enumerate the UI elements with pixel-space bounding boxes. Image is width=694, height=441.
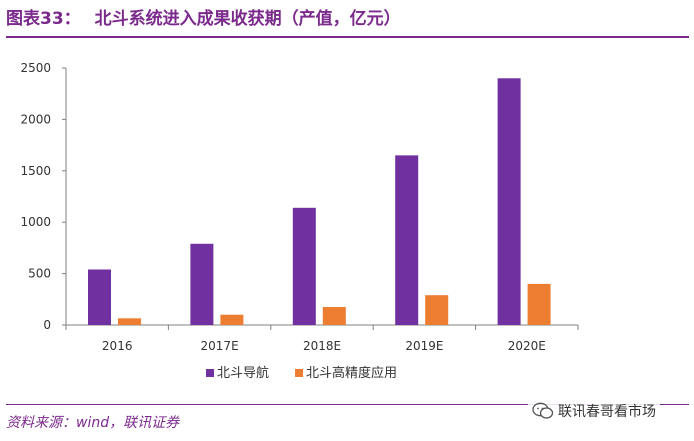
header-divider xyxy=(6,36,689,38)
x-tick-label: 2019E xyxy=(405,339,443,353)
figure-label: 图表33： xyxy=(6,9,81,29)
footer-divider xyxy=(6,404,689,405)
wechat-icon xyxy=(532,402,554,419)
legend-label: 北斗高精度应用 xyxy=(306,365,397,381)
bar-beidou-high-precision-2018E xyxy=(322,307,346,325)
y-tick-label: 2500 xyxy=(20,61,51,75)
bar-beidou-high-precision-2016 xyxy=(118,318,141,325)
bar-beidou-high-precision-2017E xyxy=(220,314,244,325)
bar-beidou-high-precision-2020E xyxy=(527,283,551,325)
legend-label: 北斗导航 xyxy=(217,365,269,381)
legend-swatch xyxy=(206,369,214,377)
bar-chart: 0 500 1000 1500 2000 2500 2016 2017E 2018E 2019E 2… xyxy=(20,61,579,381)
x-tick-label: 2017E xyxy=(201,339,239,353)
figure-header: 图表33： 北斗系统进入成果收获期（产值，亿元） xyxy=(6,4,401,30)
x-tick-label: 2018E xyxy=(303,339,341,353)
y-tick-label: 1500 xyxy=(20,164,51,178)
watermark-text: 联讯春哥看市场 xyxy=(558,404,656,420)
bar-beidou-high-precision-2019E xyxy=(425,295,449,325)
bar-beidou-navigation-2017E xyxy=(190,243,214,325)
legend-swatch xyxy=(295,369,303,377)
y-tick-label: 500 xyxy=(28,267,51,281)
bar-beidou-navigation-2020E xyxy=(497,78,521,325)
watermark: 联讯春哥看市场 xyxy=(528,399,660,423)
y-tick-label: 1000 xyxy=(20,215,51,229)
y-tick-label: 2000 xyxy=(20,112,51,126)
source-note: 资料来源：wind，联讯证券 xyxy=(6,415,180,431)
x-tick-label: 2016 xyxy=(102,339,133,353)
x-tick-label: 2020E xyxy=(508,339,546,353)
bar-beidou-navigation-2019E xyxy=(395,155,419,325)
figure-title: 北斗系统进入成果收获期（产值，亿元） xyxy=(94,9,401,29)
bar-beidou-navigation-2016 xyxy=(88,269,111,325)
bar-beidou-navigation-2018E xyxy=(292,207,316,325)
y-tick-label: 0 xyxy=(43,318,51,332)
